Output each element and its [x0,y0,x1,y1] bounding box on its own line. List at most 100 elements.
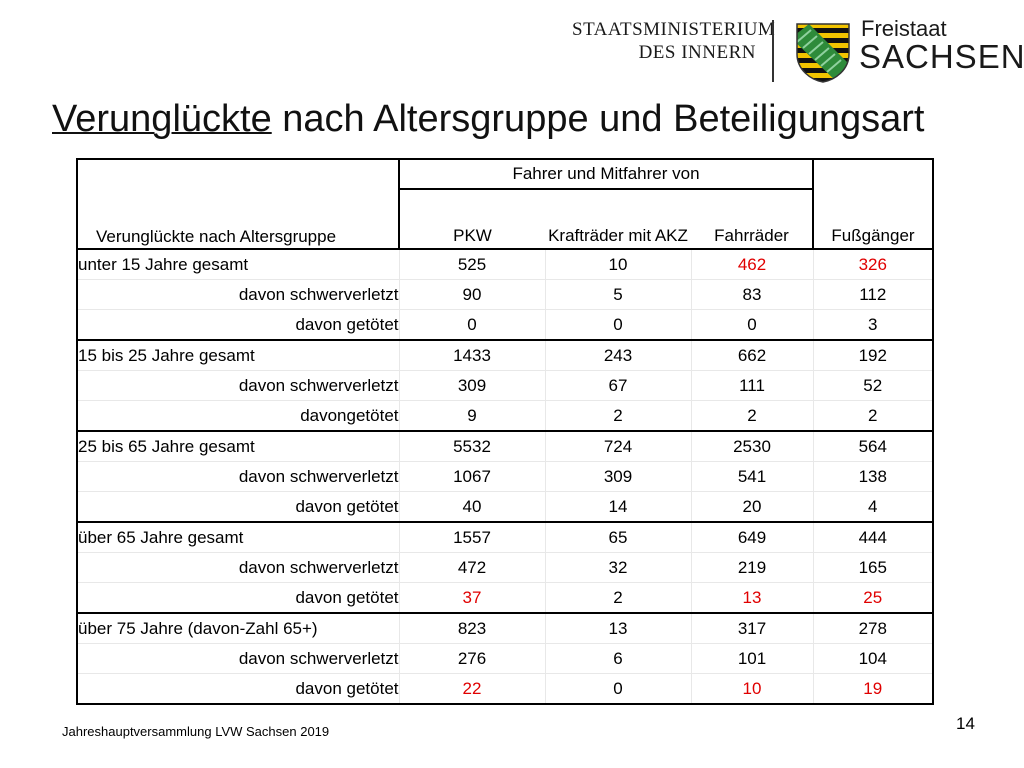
table-cell: 65 [544,521,691,553]
table-row: davon getötet 40 14 20 4 [76,491,934,523]
table-cell: 9 [398,400,545,432]
table-cell: 6 [544,643,691,674]
column-header-kraftraeder: Krafträder mit AKZ [548,226,688,245]
row-label: 15 bis 25 Jahre gesamt [76,339,399,371]
row-label: davon getötet [76,491,399,523]
table-cell: 138 [812,461,934,492]
row-label: davon schwerverletzt [76,461,399,492]
table-cell: 724 [544,430,691,462]
table-cell: 444 [812,521,934,553]
table-cell: 37 [398,582,545,614]
table-cell: 2 [812,400,934,432]
table-cell: 32 [544,552,691,583]
row-label: davon schwerverletzt [76,370,399,401]
table-cell: 104 [812,643,934,674]
table-cell: 823 [398,612,545,644]
header-corner-right [813,158,934,189]
table-cell: 112 [812,279,934,310]
header-row-columns: Verunglückte nach Altersgruppe PKW Kraft… [76,189,934,249]
casualties-table: Fahrer und Mitfahrer von Verunglückte na… [76,158,934,705]
table-cell: 14 [544,491,691,523]
table-cell: 10 [544,248,691,280]
table-cell: 276 [398,643,545,674]
table-row: davon getötet 22 0 10 19 [76,673,934,705]
table-row: davon schwerverletzt 472 32 219 165 [76,552,934,583]
table-cell: 472 [398,552,545,583]
table-cell: 2 [544,582,691,614]
table-cell: 52 [812,370,934,401]
table-row: über 75 Jahre (davon-Zahl 65+) 823 13 317 27… [76,612,934,644]
table-cell: 19 [812,673,934,705]
row-header-label: Verunglückte nach Altersgruppe [76,189,399,249]
page-title: Verunglückte nach Altersgruppe und Betei… [52,98,925,141]
table-row: 15 bis 25 Jahre gesamt 1433 243 662 192 [76,339,934,371]
row-label: davon schwerverletzt [76,643,399,674]
table-cell: 25 [812,582,934,614]
table-row: davon getötet 0 0 0 3 [76,309,934,341]
table-cell: 326 [812,248,934,280]
ministry-line-1: STAATSMINISTERIUM [572,19,776,40]
group-header-drivers: Fahrer und Mitfahrer von [398,158,814,190]
table-cell: 1557 [398,521,545,553]
table-cell: 90 [398,279,545,310]
table-cell: 10 [690,673,813,705]
row-label: 25 bis 65 Jahre gesamt [76,430,399,462]
column-header-fussgaenger: Fußgänger [812,189,934,249]
table-cell: 2530 [690,430,813,462]
table-row: davongetötet 9 2 2 2 [76,400,934,432]
table-cell: 662 [690,339,813,371]
table-cell: 67 [544,370,691,401]
header-divider [772,20,774,82]
table-row: unter 15 Jahre gesamt 525 10 462 326 [76,248,934,280]
column-header-fahrraeder: Fahrräder [714,226,789,245]
table-cell: 22 [398,673,545,705]
row-label: davongetötet [76,400,399,432]
row-label: davon schwerverletzt [76,279,399,310]
header-corner [76,158,399,189]
table-cell: 1433 [398,339,545,371]
table-row: davon schwerverletzt 276 6 101 104 [76,643,934,674]
title-underlined: Verunglückte [52,98,272,140]
ministry-name: STAATSMINISTERIUM DES INNERN [572,18,776,64]
table-cell: 243 [544,339,691,371]
table-cell: 309 [544,461,691,492]
title-rest: nach Altersgruppe und Beteiligungsart [271,98,925,140]
table-cell: 0 [398,309,545,341]
table-cell: 564 [812,430,934,462]
table-cell: 5 [544,279,691,310]
table-cell: 317 [690,612,813,644]
ministry-line-2: DES INNERN [638,42,756,63]
table-row: davon schwerverletzt 1067 309 541 138 [76,461,934,492]
row-label: davon getötet [76,673,399,705]
table-cell: 462 [690,248,813,280]
table-cell: 40 [398,491,545,523]
table-cell: 83 [690,279,813,310]
table-cell: 4 [812,491,934,523]
table-row: über 65 Jahre gesamt 1557 65 649 444 [76,521,934,553]
row-label: davon getötet [76,309,399,341]
row-label: davon schwerverletzt [76,552,399,583]
table-row: davon getötet 37 2 13 25 [76,582,934,614]
table-cell: 0 [544,309,691,341]
column-header-pkw: PKW [398,189,545,249]
row-label: davon getötet [76,582,399,614]
table-cell: 541 [690,461,813,492]
table-cell: 219 [690,552,813,583]
row-label: über 65 Jahre gesamt [76,521,399,553]
table-cell: 525 [398,248,545,280]
table-cell: 309 [398,370,545,401]
footer-text: Jahreshauptversammlung LVW Sachsen 2019 [62,724,330,739]
table-cell: 13 [690,582,813,614]
row-label: unter 15 Jahre gesamt [76,248,399,280]
table-cell: 192 [812,339,934,371]
header-row-group: Fahrer und Mitfahrer von [76,158,934,190]
table-cell: 165 [812,552,934,583]
table-cell: 5532 [398,430,545,462]
table-cell: 111 [690,370,813,401]
table-cell: 2 [690,400,813,432]
table-cell: 649 [690,521,813,553]
state-label-freistaat: Freistaat [861,16,947,41]
table-row: 25 bis 65 Jahre gesamt 5532 724 2530 564 [76,430,934,462]
page-number: 14 [956,714,975,733]
table-cell: 0 [690,309,813,341]
